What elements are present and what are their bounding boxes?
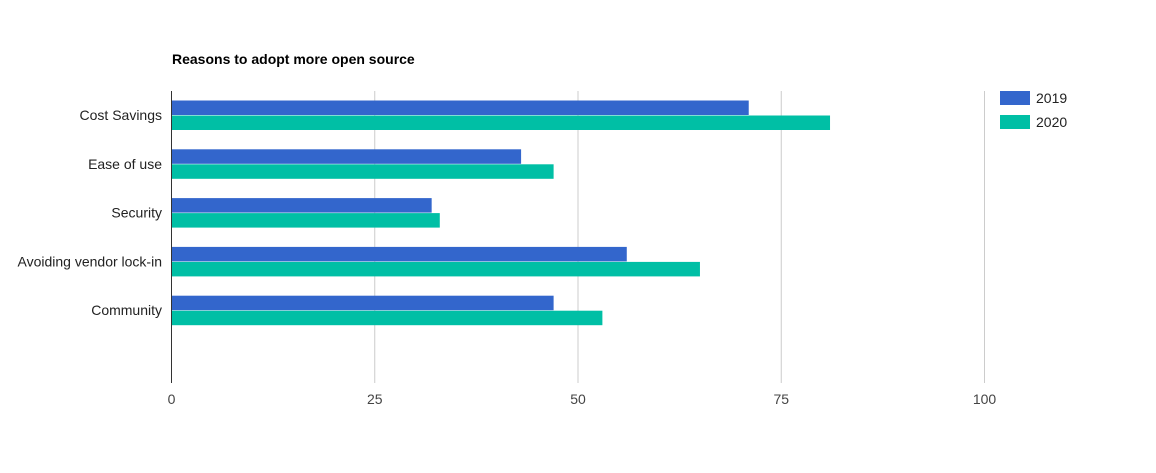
legend-swatch [1000,91,1030,105]
bar-2019 [172,295,554,311]
x-tick-label: 0 [168,391,176,407]
chart-title: Reasons to adopt more open source [172,51,415,67]
bar-2019 [172,100,749,115]
x-tick-label: 100 [973,391,997,407]
category-labels: Cost Savings Ease of use Security Avoiding … [18,107,163,318]
bars [172,100,831,326]
bar-2020 [172,115,831,130]
bar-2019 [172,198,432,213]
category-label: Ease of use [88,156,162,172]
bar-2020 [172,213,440,228]
x-tick-label: 75 [773,391,789,407]
category-label: Cost Savings [80,107,162,123]
legend-label: 2020 [1036,114,1067,130]
legend-swatch [1000,115,1030,129]
x-tick-label: 50 [570,391,586,407]
bar-2019 [172,149,522,164]
category-label: Community [91,302,162,318]
gridlines [374,91,985,383]
category-label: Avoiding vendor lock-in [18,253,163,269]
bar-2020 [172,261,700,277]
x-tick-labels: 0 25 50 75 100 [168,391,997,407]
bar-2020 [172,164,554,179]
legend: 2019 2020 [1000,90,1067,130]
category-label: Security [111,205,162,221]
bar-2019 [172,246,627,262]
bar-2020 [172,310,603,326]
legend-label: 2019 [1036,90,1067,106]
x-tick-label: 25 [367,391,383,407]
